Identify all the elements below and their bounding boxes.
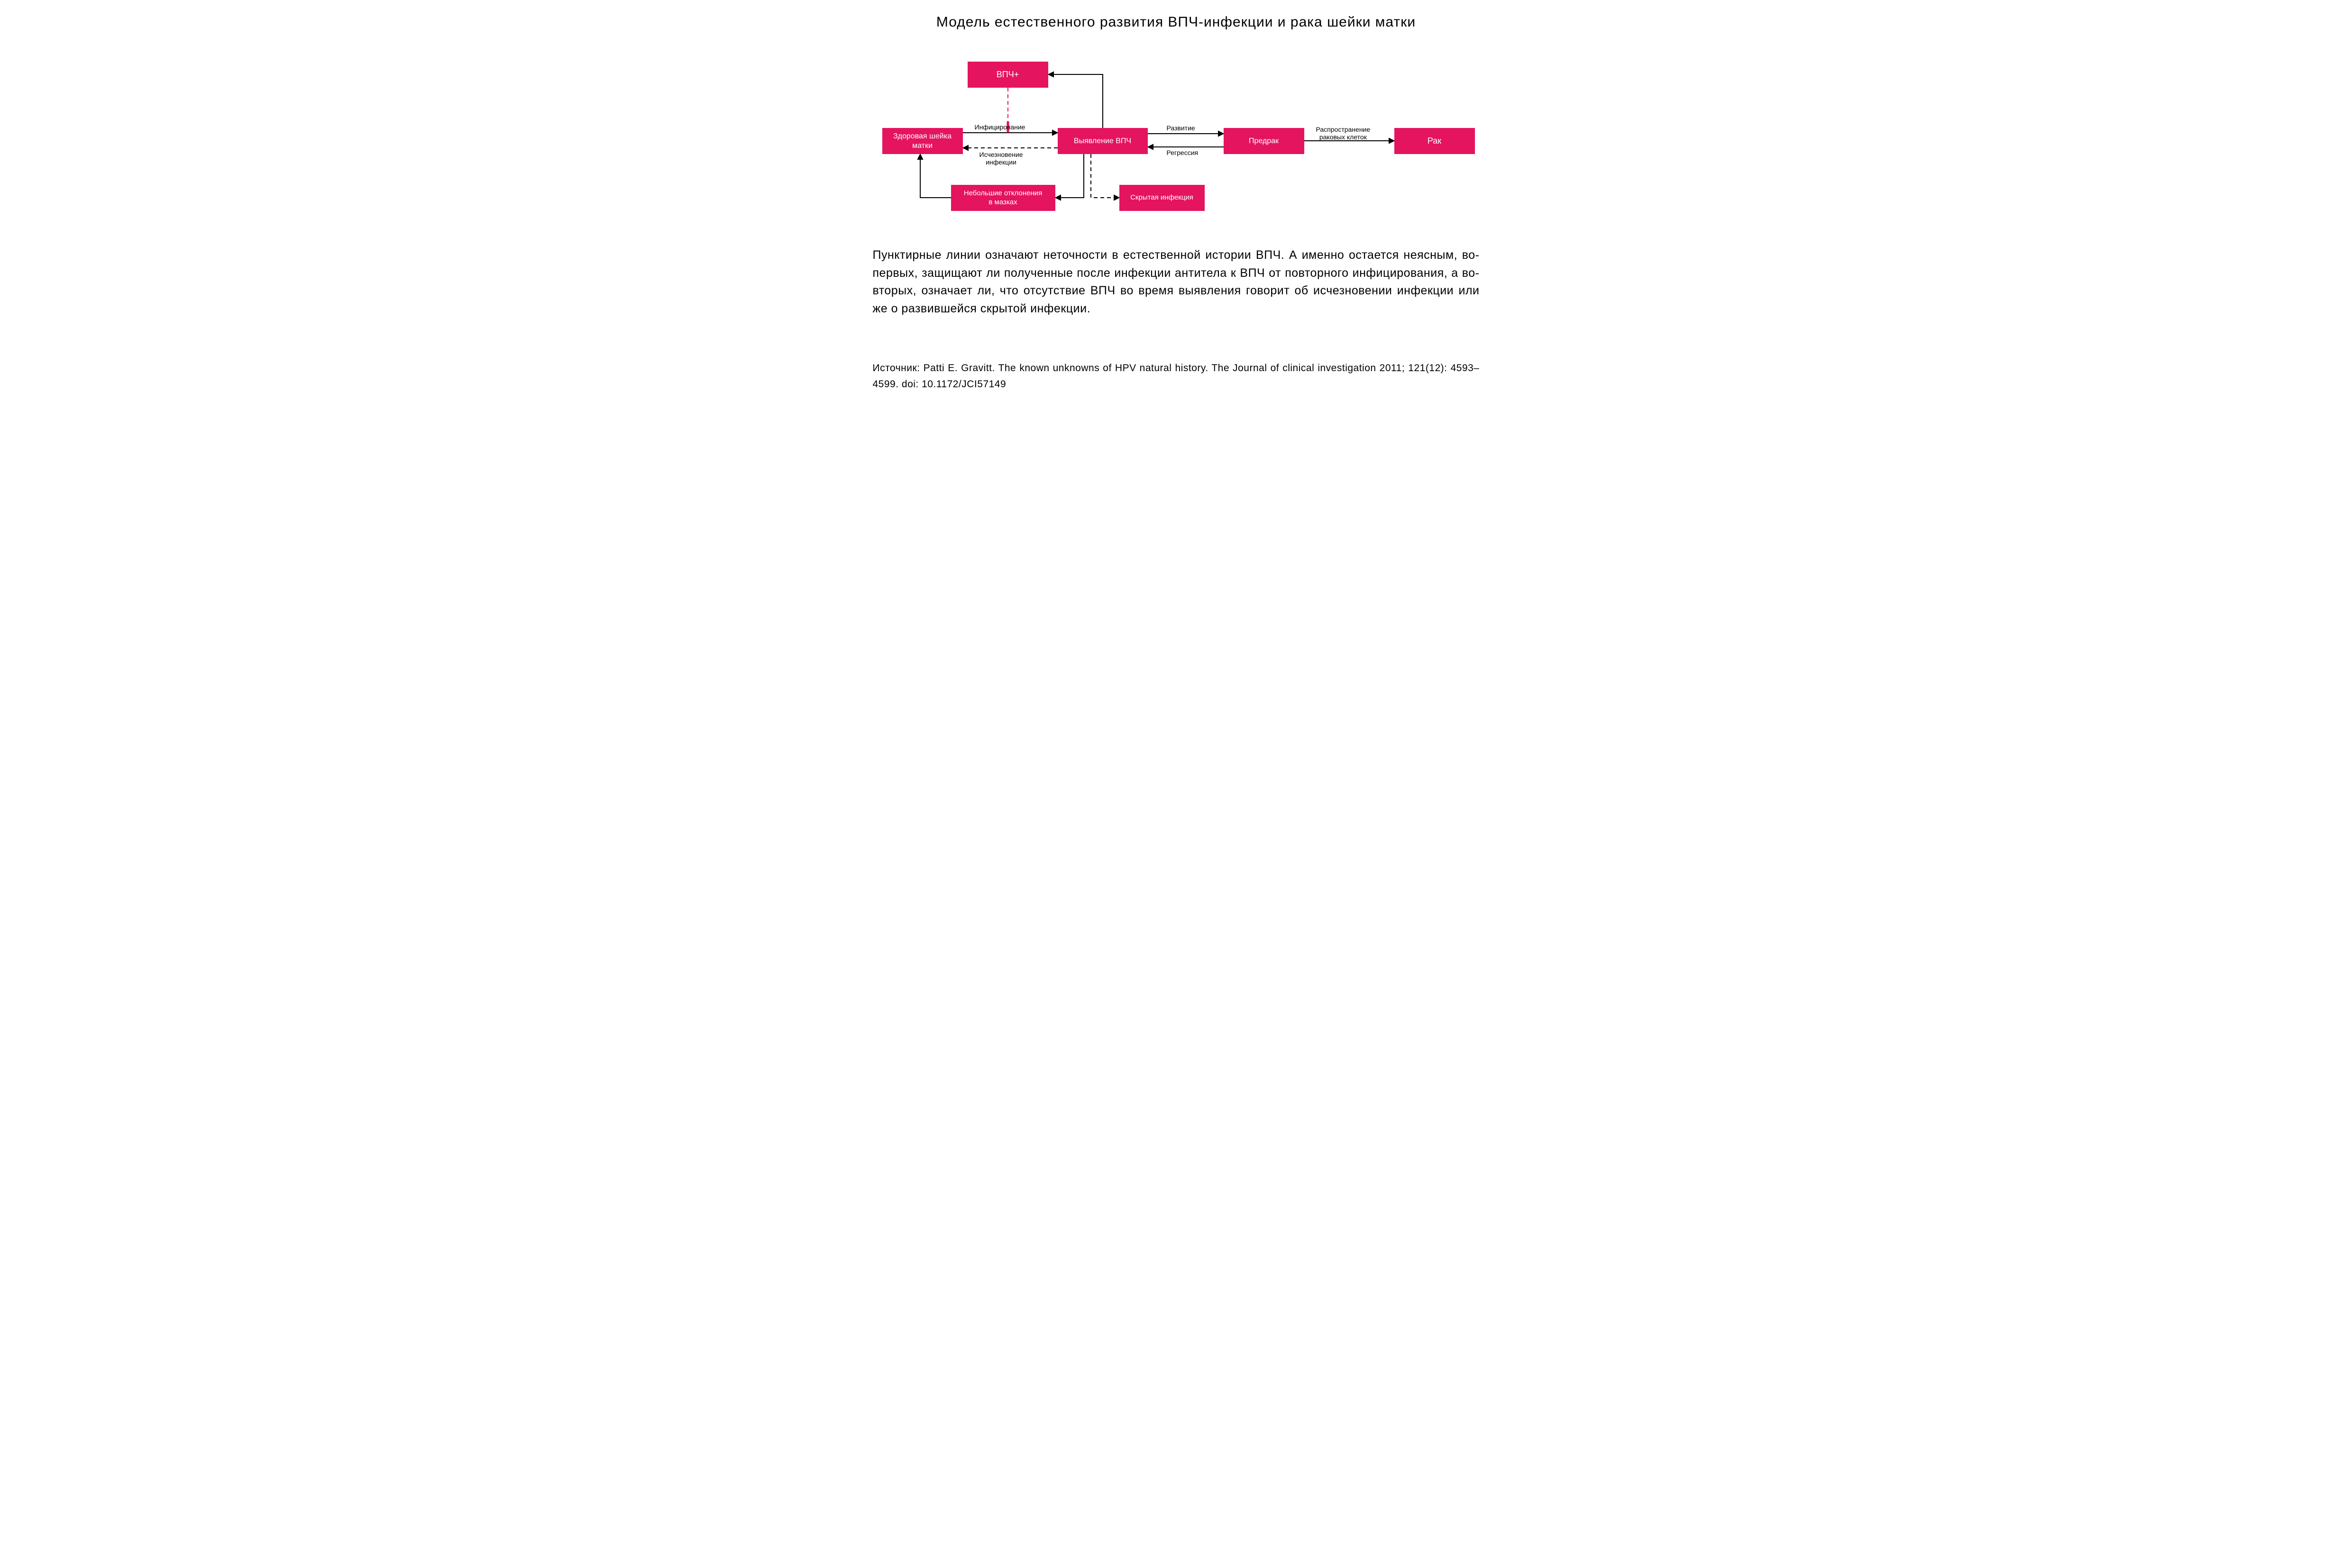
- page: Модель естественного развития ВПЧ-инфекц…: [854, 0, 1499, 430]
- node-detect: Выявление ВПЧ: [1058, 128, 1148, 154]
- edge-label-e-spread: Распространение раковых клеток: [1316, 126, 1371, 141]
- node-abnormal: Небольшие отклоненияв мазках: [951, 185, 1055, 211]
- edge-label-e-clear: Исчезновение инфекции: [979, 151, 1023, 166]
- node-healthy: Здоровая шейкаматки: [882, 128, 963, 154]
- edge-e-to-plus: [1048, 74, 1103, 128]
- edge-e-to-latent: [1091, 154, 1119, 198]
- edge-e-abn-heal: [920, 154, 951, 198]
- node-hpvplus: ВПЧ+: [968, 62, 1048, 88]
- edge-label-e-regress: Регрессия: [1167, 149, 1199, 156]
- edge-e-to-abn: [1055, 154, 1084, 198]
- source-citation: Источник: Patti E. Gravitt. The known un…: [873, 360, 1480, 392]
- description-text: Пунктирные линии означают неточности в е…: [873, 246, 1480, 318]
- node-precancer: Предрак: [1224, 128, 1304, 154]
- node-latent: Скрытая инфекция: [1119, 185, 1205, 211]
- flowchart: Инфицирование Исчезновение инфекции Развит…: [873, 47, 1480, 228]
- edge-label-e-infect: Инфицирование: [975, 123, 1025, 131]
- node-cancer: Рак: [1394, 128, 1475, 154]
- edge-label-e-develop: Развитие: [1167, 124, 1195, 132]
- diagram-title: Модель естественного развития ВПЧ-инфекц…: [854, 14, 1499, 30]
